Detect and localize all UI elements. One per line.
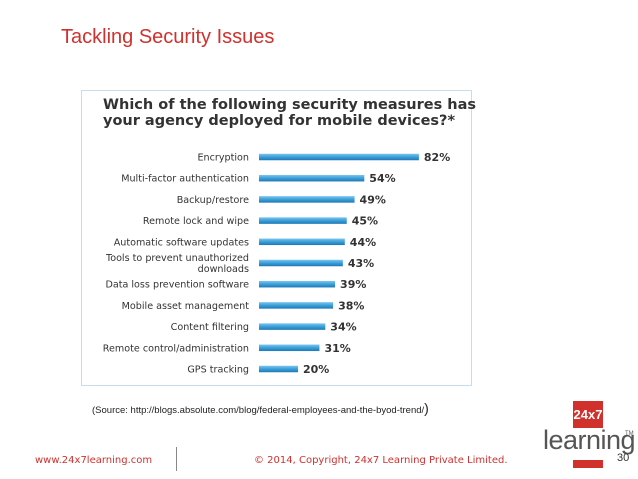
category-label-8: Content filtering: [171, 322, 249, 333]
bar-4: [259, 238, 345, 246]
logo-trademark: TM: [625, 431, 634, 437]
category-label-0: Encryption: [197, 153, 249, 164]
bar-chart: Encryption 82% Multi-factor authentication…: [103, 151, 450, 376]
category-label-6: Data loss prevention software: [105, 280, 249, 291]
footer-url[interactable]: www.24x7learning.com: [35, 455, 153, 466]
bar-3: [259, 217, 347, 224]
bar-2: [259, 196, 355, 203]
category-label-9: Remote control/administration: [103, 343, 249, 354]
category-label-2: Backup/restore: [177, 195, 249, 206]
category-label-10: GPS tracking: [187, 365, 249, 376]
page-number: 30: [617, 452, 630, 464]
slide-title: Tackling Security Issues: [61, 26, 275, 48]
source-link-text[interactable]: (Source: http://blogs.absolute.com/blog/…: [92, 405, 425, 416]
footer-divider: [176, 447, 177, 471]
chart-frame: Which of the following security measures…: [81, 90, 477, 386]
value-label-4: 44%: [350, 236, 376, 249]
value-label-8: 34%: [330, 321, 356, 334]
value-label-10: 20%: [303, 363, 329, 376]
category-label-5-line-0: Tools to prevent unauthorized: [105, 253, 249, 264]
bar-7: [259, 302, 334, 309]
bar-9: [259, 344, 320, 352]
logo-word: learning: [543, 425, 636, 455]
value-label-6: 39%: [340, 278, 366, 291]
footer-copyright: © 2014, Copyright, 24x7 Learning Private…: [254, 455, 508, 466]
bar-10: [259, 365, 298, 373]
value-label-3: 45%: [352, 215, 378, 228]
bar-5: [259, 259, 343, 267]
category-label-7: Mobile asset management: [122, 301, 250, 312]
category-label-4: Automatic software updates: [114, 237, 249, 248]
category-label-5-line-1: downloads: [198, 264, 249, 275]
value-label-2: 49%: [360, 193, 386, 206]
category-label-1: Multi-factor authentication: [121, 174, 249, 185]
chart-heading-line-1: Which of the following security measures…: [103, 97, 477, 113]
bar-8: [259, 323, 326, 330]
bar-6: [259, 280, 336, 288]
logo-accent-bar: [573, 460, 603, 468]
category-label-5: Tools to prevent unauthorized downloads: [105, 253, 249, 275]
value-label-9: 31%: [324, 342, 350, 355]
chart-heading-line-2: your agency deployed for mobile devices?…: [103, 113, 456, 129]
source-citation: (Source: http://blogs.absolute.com/blog/…: [92, 400, 429, 416]
value-label-1: 54%: [369, 172, 395, 185]
company-logo: 24x7 learning TM: [541, 401, 636, 471]
chart-heading: Which of the following security measures…: [103, 97, 477, 129]
logo-box: 24x7: [573, 401, 603, 428]
value-label-7: 38%: [338, 299, 364, 312]
value-label-5: 43%: [348, 257, 374, 270]
bar-1: [259, 174, 365, 182]
category-label-3: Remote lock and wipe: [143, 216, 249, 227]
value-label-0: 82%: [424, 151, 450, 164]
source-close-paren: ): [424, 400, 429, 416]
bar-0: [259, 153, 419, 161]
